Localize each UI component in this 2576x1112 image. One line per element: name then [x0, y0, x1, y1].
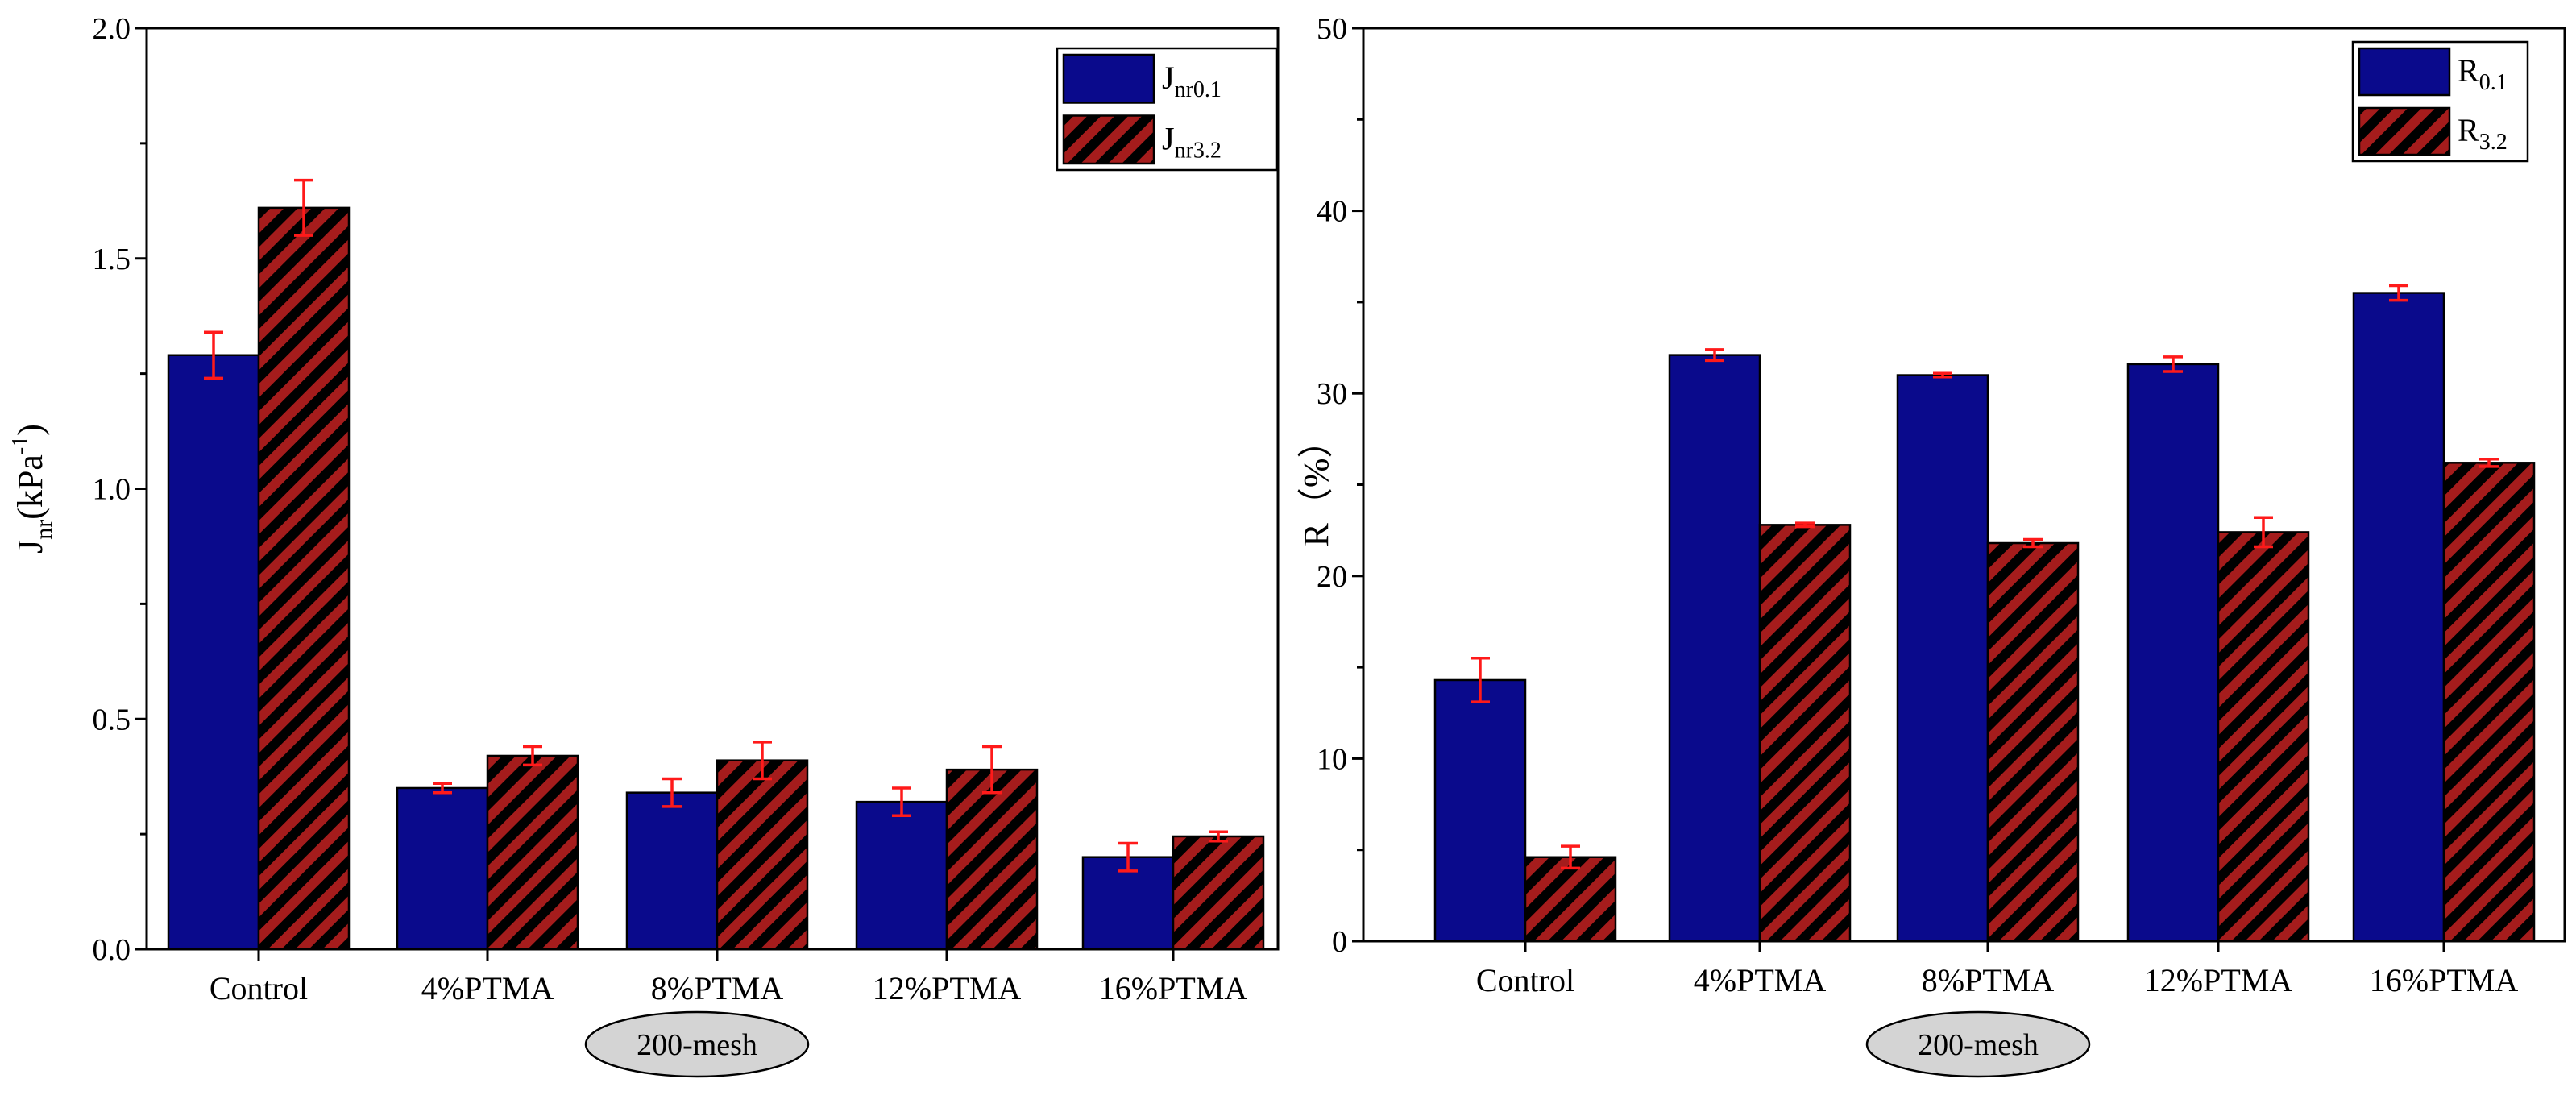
- group-annotation-label: 200-mesh: [1918, 1028, 2039, 1062]
- x-tick-label-16%PTMA: 16%PTMA: [2370, 962, 2519, 998]
- bar-Jnr3.2-16%PTMA: [1172, 835, 1265, 951]
- error-bar-R3.2-4%PTMA: [1795, 521, 1815, 529]
- bar-Jnr0.1-8%PTMA: [625, 791, 719, 951]
- bar-Jnr0.1-16%PTMA: [1081, 856, 1175, 951]
- legend: Jnr0.1 Jnr3.2: [1056, 47, 1278, 172]
- error-bar-Jnr0.1-8%PTMA: [662, 777, 682, 808]
- y-tick-label: 20: [1317, 560, 1347, 594]
- error-bar-R0.1-Control: [1471, 657, 1490, 703]
- bar-R0.1-4%PTMA: [1668, 354, 1761, 943]
- bar-R3.2-8%PTMA: [1986, 541, 2080, 943]
- error-bar-Jnr0.1-16%PTMA: [1118, 841, 1138, 873]
- y-tick-label: 10: [1317, 742, 1347, 776]
- y-tick-label: 2.0: [93, 12, 131, 46]
- x-tick-label-4%PTMA: 4%PTMA: [1694, 962, 1827, 998]
- jnr-chart: 0.0 0.5 1.0 1.5 2.0 Control 4%PTMA 8%PTMA 12%PTM…: [8, 12, 1280, 1078]
- bar-R0.1-Control: [1433, 678, 1527, 943]
- error-bar-R0.1-8%PTMA: [1933, 371, 1952, 379]
- error-bar-Jnr3.2-12%PTMA: [982, 745, 1002, 795]
- y-axis-label: R（%）: [1296, 423, 1336, 547]
- x-tick-label-Control: Control: [209, 970, 308, 1006]
- error-bar-R0.1-12%PTMA: [2163, 355, 2183, 373]
- error-bar-R0.1-4%PTMA: [1705, 348, 1724, 363]
- x-tick-label-12%PTMA: 12%PTMA: [2144, 962, 2293, 998]
- x-tick-label-16%PTMA: 16%PTMA: [1099, 970, 1248, 1006]
- y-tick-label: 1.5: [93, 243, 131, 276]
- y-tick-label: 1.0: [93, 473, 131, 507]
- x-tick-label-4%PTMA: 4%PTMA: [421, 970, 554, 1006]
- bar-Jnr3.2-4%PTMA: [486, 754, 579, 951]
- group-annotation-badge: 200-mesh: [584, 1010, 810, 1078]
- bar-R3.2-12%PTMA: [2217, 531, 2310, 943]
- y-tick-label: 0.5: [93, 703, 131, 736]
- group-annotation-label: 200-mesh: [637, 1028, 757, 1062]
- x-tick-label-12%PTMA: 12%PTMA: [873, 970, 1022, 1006]
- bar-R3.2-Control: [1524, 856, 1617, 943]
- bar-Jnr0.1-4%PTMA: [396, 786, 489, 951]
- error-bar-R0.1-16%PTMA: [2389, 284, 2408, 302]
- y-tick-label: 0: [1332, 925, 1347, 959]
- y-tick-label: 30: [1317, 377, 1347, 411]
- bar-Jnr3.2-Control: [257, 206, 351, 951]
- legend-swatch-Jnr3.2: [1062, 114, 1155, 165]
- legend-label-Jnr0.1: Jnr0.1: [1162, 60, 1222, 102]
- legend-swatch-R0.1: [2358, 47, 2451, 97]
- error-bar-Jnr0.1-4%PTMA: [433, 782, 452, 795]
- error-bar-R3.2-16%PTMA: [2479, 458, 2499, 468]
- legend-label-R0.1: R0.1: [2458, 52, 2508, 95]
- error-bar-Jnr3.2-4%PTMA: [523, 745, 542, 767]
- error-bar-R3.2-12%PTMA: [2254, 516, 2273, 549]
- error-bar-Jnr0.1-12%PTMA: [892, 786, 911, 818]
- legend: R0.1 R3.2: [2351, 40, 2529, 163]
- error-bar-Jnr3.2-16%PTMA: [1209, 830, 1228, 843]
- error-bar-Jnr0.1-Control: [204, 330, 223, 380]
- y-tick-label: 0.0: [93, 933, 131, 967]
- bar-R3.2-4%PTMA: [1758, 524, 1852, 943]
- group-annotation-badge: 200-mesh: [1865, 1010, 2091, 1078]
- x-tick-label-8%PTMA: 8%PTMA: [1922, 962, 2055, 998]
- bar-R3.2-16%PTMA: [2442, 462, 2536, 943]
- x-tick-label-Control: Control: [1476, 962, 1574, 998]
- bar-Jnr3.2-12%PTMA: [945, 768, 1039, 951]
- bar-Jnr0.1-12%PTMA: [855, 800, 948, 951]
- error-bar-Jnr3.2-8%PTMA: [753, 741, 772, 781]
- x-tick-label-8%PTMA: 8%PTMA: [651, 970, 784, 1006]
- bar-R0.1-8%PTMA: [1896, 374, 1989, 943]
- legend-label-Jnr3.2: Jnr3.2: [1162, 120, 1222, 163]
- bar-R0.1-12%PTMA: [2126, 363, 2220, 943]
- legend-swatch-Jnr0.1: [1062, 53, 1155, 104]
- legend-label-R3.2: R3.2: [2458, 112, 2508, 155]
- y-tick-label: 40: [1317, 195, 1347, 229]
- recovery-chart: 0 10 20 30 40 50 Control 4%PTMA 8%PTMA 12%PTMA 16%…: [1296, 12, 2566, 1078]
- error-bar-R3.2-8%PTMA: [2023, 537, 2043, 549]
- legend-swatch-R3.2: [2358, 106, 2451, 156]
- error-bar-R3.2-Control: [1561, 844, 1580, 870]
- error-bar-Jnr3.2-Control: [294, 178, 313, 237]
- y-axis-label: Jnr(kPa-1): [8, 424, 57, 554]
- bar-Jnr3.2-8%PTMA: [716, 759, 809, 951]
- y-tick-label: 50: [1317, 12, 1347, 46]
- bar-R0.1-16%PTMA: [2352, 292, 2445, 943]
- bar-Jnr0.1-Control: [167, 354, 260, 951]
